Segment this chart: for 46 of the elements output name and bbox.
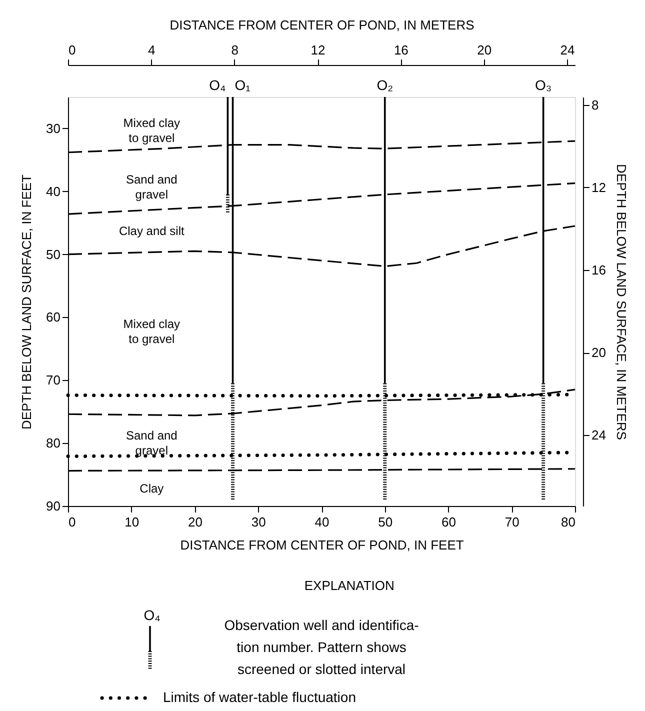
series-label: O₃ <box>535 77 552 93</box>
y-tick-label: 90 <box>46 498 60 514</box>
annotation: Clay <box>140 481 164 496</box>
y2-axis-title: DEPTH BELOW LAND SURFACE, IN METERS <box>614 164 629 440</box>
series-label: O₄ <box>209 77 226 93</box>
annotation: Mixed clay to gravel <box>123 116 180 146</box>
x2-tick-label: 24 <box>560 42 575 58</box>
x2-tick-label: 16 <box>394 42 408 58</box>
x-axis-title: DISTANCE FROM CENTER OF POND, IN FEET <box>180 538 464 552</box>
x2-axis-title: DISTANCE FROM CENTER OF POND, IN METERS <box>170 18 475 32</box>
y-tick-label: 70 <box>46 372 60 388</box>
y-tick-label: 30 <box>46 120 60 136</box>
x-tick-label: 50 <box>378 514 393 530</box>
text: Observation well and identifica- tion number. Pattern shows screened or slotted interval <box>224 617 420 677</box>
y2-tick-label: 8 <box>592 97 599 112</box>
series-label: O₁ <box>234 77 251 93</box>
x2-tick-label: 4 <box>148 42 156 58</box>
annotation: Mixed clay to gravel <box>123 316 180 346</box>
y-tick-label: 60 <box>46 310 60 325</box>
x-tick-label: 40 <box>314 514 330 530</box>
y-axis-title: DEPTH BELOW LAND SURFACE, IN FEET <box>19 174 34 430</box>
annotation: Sand and gravel <box>126 172 178 202</box>
x2-tick-label: 0 <box>68 42 76 58</box>
x-tick-label: 80 <box>561 514 576 530</box>
y2-tick-label: 20 <box>592 345 606 360</box>
y-tick-label: 80 <box>46 436 60 451</box>
x2-tick-label: 20 <box>477 42 492 58</box>
x2-tick-label: 8 <box>231 42 238 58</box>
y2-tick-label: 12 <box>592 180 606 195</box>
text: O₄ <box>144 607 160 623</box>
x-tick-label: 30 <box>251 514 266 530</box>
x-tick-label: 20 <box>188 514 202 530</box>
y2-tick-label: 24 <box>592 428 606 443</box>
annotation: Clay and silt <box>118 224 185 238</box>
legend-title: EXPLANATION <box>304 578 394 593</box>
y-tick-label: 40 <box>46 184 60 199</box>
legend-label: Limits of water-table fluctuation <box>163 689 356 705</box>
x-tick-label: 70 <box>504 514 520 530</box>
x2-tick-label: 12 <box>310 42 326 58</box>
y-tick-label: 50 <box>46 246 60 262</box>
annotation: Sand and gravel <box>126 428 178 458</box>
x-tick-label: 60 <box>442 514 456 530</box>
x-tick-label: 0 <box>68 514 76 530</box>
y2-tick-label: 16 <box>592 262 606 278</box>
x-tick-label: 10 <box>124 514 140 530</box>
series-label: O₂ <box>376 77 394 93</box>
